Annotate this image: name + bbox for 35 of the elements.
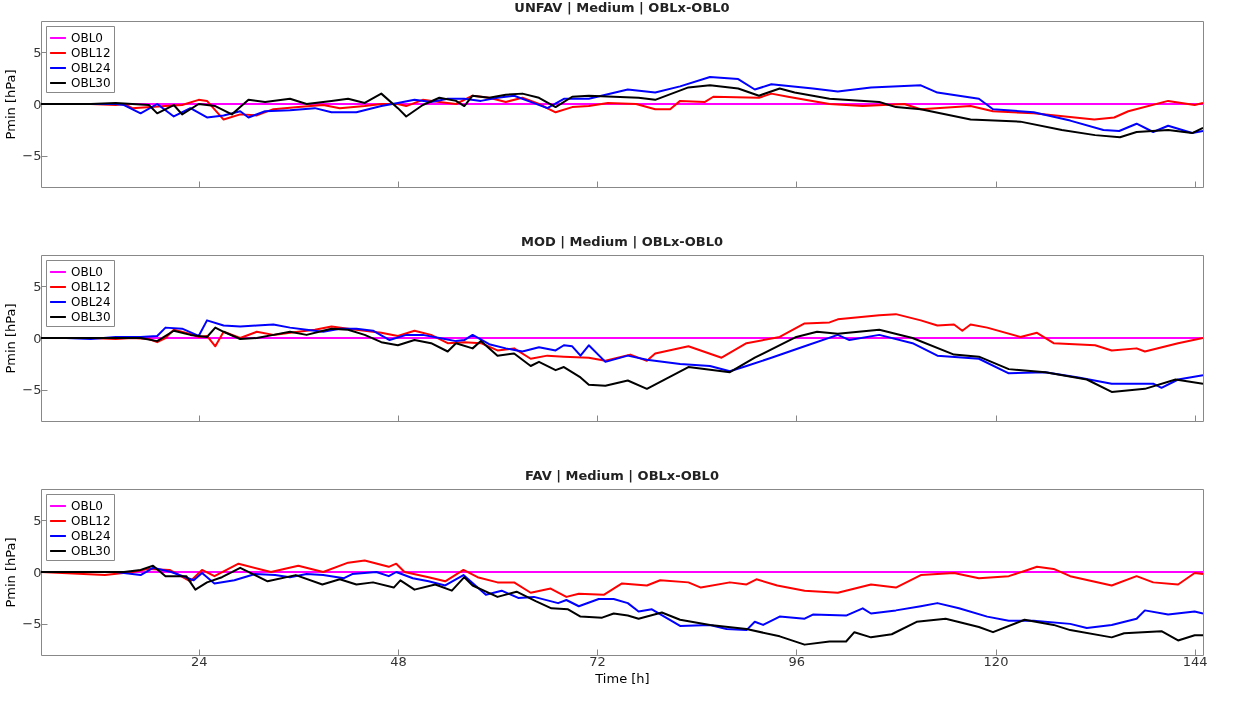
chart-title: FAV | Medium | OBLx-OBL0 [525,468,719,483]
y-tick-label: 5 [33,512,42,528]
y-tick-label: −5 [22,616,42,632]
chart-title: UNFAV | Medium | OBLx-OBL0 [514,0,730,15]
legend-label: OBL12 [71,280,111,294]
x-tick-label: 72 [589,653,606,669]
y-tick-label: 5 [33,44,42,60]
x-tick-label: 48 [390,653,407,669]
legend-label: OBL30 [71,544,111,558]
y-tick-label: 0 [33,96,42,112]
y-tick-label: −5 [22,148,42,164]
y-tick-label: 0 [33,564,42,580]
legend-label: OBL30 [71,310,111,324]
y-tick-label: 0 [33,330,42,346]
legend-label: OBL30 [71,76,111,90]
legend-label: OBL24 [71,529,111,543]
legend-label: OBL0 [71,265,103,279]
x-axis-title: Time [h] [594,670,650,686]
legend-label: OBL24 [71,61,111,75]
x-tick-label: 120 [983,653,1009,669]
x-tick-label: 24 [190,653,208,669]
y-tick-label: −5 [22,382,42,398]
legend-label: OBL12 [71,46,111,60]
legend-label: OBL0 [71,499,103,513]
y-tick-label: 5 [33,278,42,294]
legend-label: OBL0 [71,31,103,45]
y-axis-title: Pmin [hPa] [3,303,19,374]
chart-title: MOD | Medium | OBLx-OBL0 [520,234,724,249]
x-tick-label: 96 [788,653,806,669]
y-axis-title: Pmin [hPa] [3,537,19,608]
legend-label: OBL12 [71,514,111,528]
legend-label: OBL24 [71,295,111,309]
line-series [41,564,1203,646]
y-axis-title: Pmin [hPa] [3,69,19,140]
x-tick-label: 144 [1182,653,1208,669]
